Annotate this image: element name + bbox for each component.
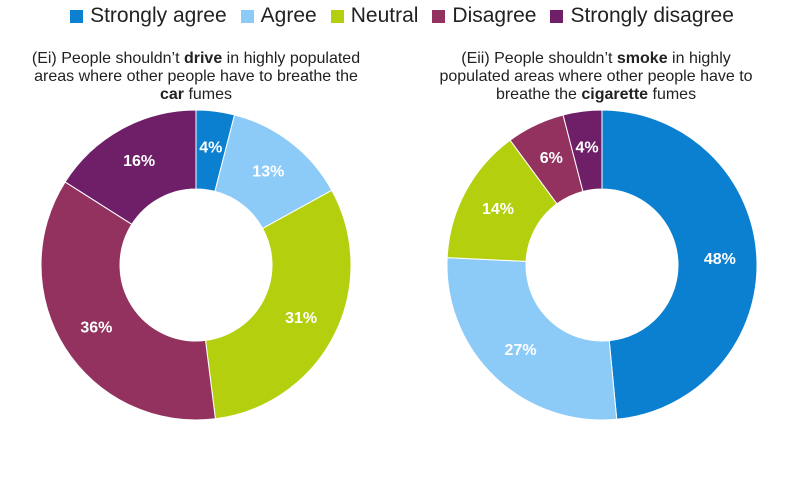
- title-part: in highly populated areas where other pe…: [439, 50, 753, 103]
- slice-label-strongly-agree: 48%: [704, 251, 736, 268]
- chart-title-driving: (Ei) People shouldn’t drive in highly po…: [26, 50, 366, 104]
- title-part-bold: smoke: [616, 50, 668, 67]
- title-part: fumes: [648, 86, 697, 103]
- legend-item-neutral: Neutral: [330, 4, 419, 28]
- legend-swatch-neutral: [330, 9, 344, 23]
- slice-label-strongly-disagree: 4%: [575, 139, 598, 156]
- legend-item-agree: Agree: [240, 4, 317, 28]
- donut-slice-strongly-disagree: [64, 109, 197, 225]
- donut-slice-neutral: [204, 189, 352, 420]
- slice-label-agree: 27%: [505, 342, 537, 359]
- chart-title-smoking: (Eii) People shouldn’t smoke in highly p…: [426, 50, 766, 104]
- legend-swatch-strongly-agree: [70, 9, 84, 23]
- slice-label-neutral: 14%: [482, 201, 514, 218]
- slice-label-strongly-agree: 4%: [199, 139, 222, 156]
- legend-label-disagree: Disagree: [452, 4, 537, 27]
- legend-swatch-agree: [240, 9, 254, 23]
- donut-slice-disagree: [40, 181, 216, 421]
- title-part: (Ei) People shouldn’t: [31, 50, 184, 67]
- title-part-bold: drive: [183, 50, 223, 67]
- title-part-bold: cigarette: [581, 86, 649, 103]
- slice-label-strongly-disagree: 16%: [123, 153, 155, 170]
- title-part: in highly populated areas where other pe…: [34, 50, 361, 85]
- donut-slice-agree: [446, 257, 618, 421]
- legend-swatch-disagree: [432, 9, 446, 23]
- slice-label-disagree: 36%: [80, 320, 112, 337]
- legend-label-strongly-disagree: Strongly disagree: [570, 4, 734, 27]
- legend-item-disagree: Disagree: [432, 4, 536, 28]
- title-part-bold: car: [159, 86, 184, 103]
- donut-slice-strongly-agree: [601, 109, 758, 420]
- title-part: fumes: [184, 86, 233, 103]
- legend-item-strongly-disagree: Strongly disagree: [550, 4, 734, 28]
- donut-chart-smoking: 48% 27% 14% 6% 4%: [446, 109, 758, 421]
- title-part: (Eii) People shouldn’t: [461, 50, 617, 67]
- legend-label-strongly-agree: Strongly agree: [90, 4, 227, 27]
- donut-chart-driving: 4% 13% 31% 36% 16%: [40, 109, 352, 421]
- slice-label-disagree: 6%: [540, 150, 563, 167]
- legend-swatch-strongly-disagree: [550, 9, 564, 23]
- legend-item-strongly-agree: Strongly agree: [70, 4, 227, 28]
- slice-label-agree: 13%: [252, 163, 284, 180]
- chart-legend: Strongly agree Agree Neutral Disagree St…: [0, 3, 804, 29]
- legend-label-neutral: Neutral: [350, 4, 419, 27]
- slice-label-neutral: 31%: [285, 310, 317, 327]
- legend-label-agree: Agree: [260, 4, 317, 27]
- donut-slice-strongly-disagree: [562, 109, 603, 193]
